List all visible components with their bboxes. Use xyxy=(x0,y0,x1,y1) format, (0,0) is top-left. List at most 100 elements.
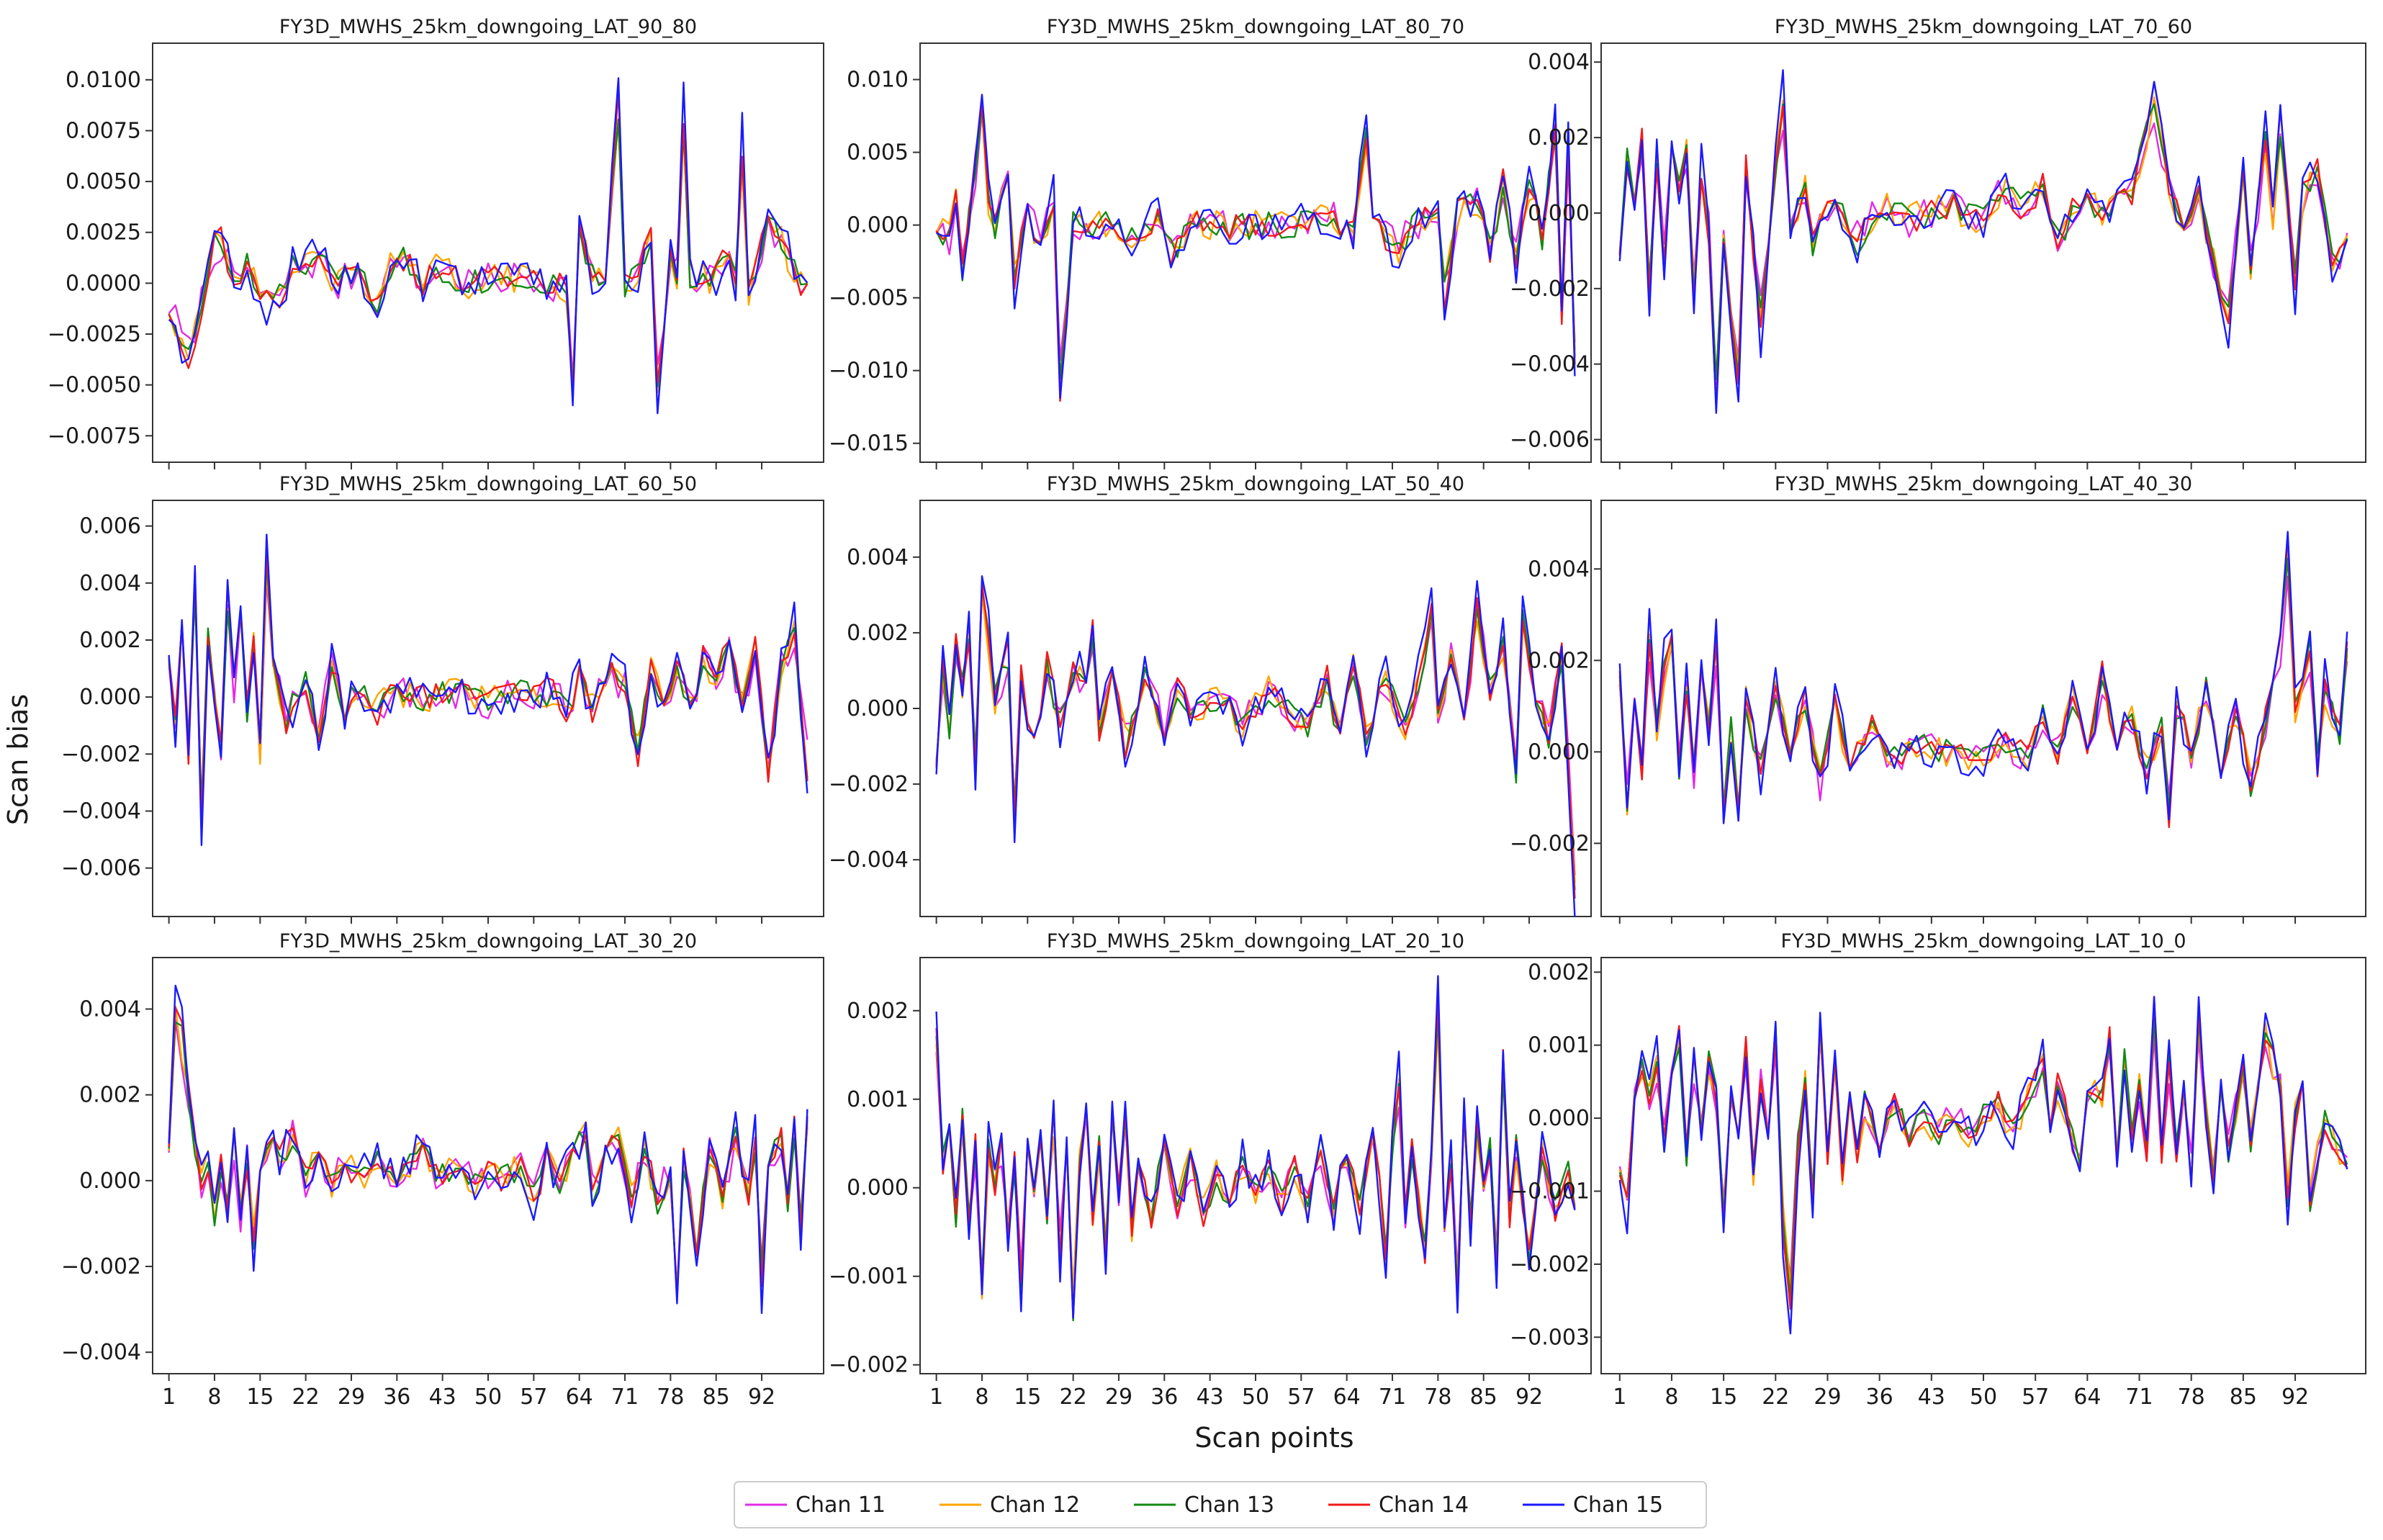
y-tick-label: 0.001 xyxy=(847,1087,909,1112)
panel-title: FY3D_MWHS_25km_downgoing_LAT_50_40 xyxy=(1047,473,1464,495)
y-tick-label: 0.000 xyxy=(1528,201,1590,226)
plot-frame xyxy=(152,42,824,463)
y-tick-label: 0.002 xyxy=(847,999,909,1024)
x-tick-label: 57 xyxy=(1287,1384,1315,1410)
x-tick-label: 43 xyxy=(1918,1384,1945,1410)
y-tick-label: 0.000 xyxy=(1528,739,1590,765)
x-tick-label: 85 xyxy=(1470,1384,1497,1410)
series-line-chan-15 xyxy=(1618,69,2348,414)
panel-2: FY3D_MWHS_25km_downgoing_LAT_70_60 −0.006… xyxy=(1510,16,2366,469)
y-tick-label: −0.0025 xyxy=(48,322,141,347)
y-tick-label: −0.004 xyxy=(829,847,909,873)
x-tick-label: 85 xyxy=(2230,1384,2257,1410)
y-tick-label: 0.0000 xyxy=(66,271,141,296)
x-tick-label: 8 xyxy=(207,1384,221,1410)
y-tick-label: −0.001 xyxy=(829,1264,909,1289)
series-line-chan-15 xyxy=(1618,996,2348,1335)
y-tick-label: 0.002 xyxy=(79,628,141,653)
panel-title: FY3D_MWHS_25km_downgoing_LAT_90_80 xyxy=(279,16,697,38)
y-tick-label: 0.002 xyxy=(1528,125,1590,150)
panel-6: FY3D_MWHS_25km_downgoing_LAT_30_20 −0.004… xyxy=(61,930,824,1410)
plot-frame xyxy=(152,957,824,1374)
y-tick-label: 0.004 xyxy=(79,997,141,1022)
y-tick-label: 0.001 xyxy=(1528,1033,1590,1058)
y-axis-label: Scan bias xyxy=(2,694,34,825)
panel-4: FY3D_MWHS_25km_downgoing_LAT_50_40 −0.004… xyxy=(829,473,1592,924)
panel-title: FY3D_MWHS_25km_downgoing_LAT_30_20 xyxy=(279,930,697,953)
y-tick-label: −0.001 xyxy=(1510,1179,1590,1204)
legend-label-1: Chan 12 xyxy=(990,1492,1080,1518)
y-tick-label: 0.002 xyxy=(847,621,909,646)
y-tick-label: 0.004 xyxy=(1528,50,1590,75)
x-tick-label: 15 xyxy=(1710,1384,1737,1410)
legend-label-0: Chan 11 xyxy=(796,1492,886,1518)
legend-label-4: Chan 15 xyxy=(1573,1492,1663,1518)
y-tick-label: −0.002 xyxy=(1510,831,1590,856)
x-tick-label: 29 xyxy=(338,1384,365,1410)
x-tick-label: 71 xyxy=(1379,1384,1406,1410)
panel-0: FY3D_MWHS_25km_downgoing_LAT_90_80 −0.007… xyxy=(48,16,824,469)
legend-entry-2: Chan 13 xyxy=(1134,1492,1274,1518)
legend-entry-0: Chan 11 xyxy=(745,1492,886,1518)
y-tick-label: 0.000 xyxy=(79,1168,141,1194)
y-tick-label: 0.005 xyxy=(847,140,909,166)
x-tick-label: 57 xyxy=(2022,1384,2049,1410)
legend-entry-4: Chan 15 xyxy=(1523,1492,1663,1518)
legend: Chan 11 Chan 12 Chan 13 Chan 14 Chan 15 xyxy=(734,1481,1707,1528)
legend-label-2: Chan 13 xyxy=(1184,1492,1274,1518)
y-tick-label: 0.004 xyxy=(847,545,909,570)
y-tick-label: 0.000 xyxy=(847,1176,909,1201)
panel-1: FY3D_MWHS_25km_downgoing_LAT_80_70 −0.015… xyxy=(829,16,1592,469)
panel-title: FY3D_MWHS_25km_downgoing_LAT_40_30 xyxy=(1775,473,2192,495)
panel-title: FY3D_MWHS_25km_downgoing_LAT_80_70 xyxy=(1047,16,1464,38)
y-tick-label: −0.006 xyxy=(61,856,141,881)
plot-frame xyxy=(1600,500,2366,917)
x-tick-label: 78 xyxy=(657,1384,684,1410)
x-tick-label: 8 xyxy=(1665,1384,1678,1410)
x-tick-label: 22 xyxy=(1762,1384,1789,1410)
y-tick-label: −0.002 xyxy=(829,1353,909,1378)
x-tick-label: 36 xyxy=(1150,1384,1178,1410)
series-line-chan-15 xyxy=(936,94,1576,400)
x-tick-label: 15 xyxy=(1014,1384,1041,1410)
x-axis-label: Scan points xyxy=(1194,1422,1353,1454)
legend-frame xyxy=(734,1481,1707,1528)
x-tick-label: 92 xyxy=(748,1384,775,1410)
x-tick-label: 36 xyxy=(1866,1384,1893,1410)
y-tick-label: −0.005 xyxy=(829,286,909,311)
x-tick-label: 22 xyxy=(292,1384,320,1410)
x-tick-label: 36 xyxy=(383,1384,410,1410)
panel-5: FY3D_MWHS_25km_downgoing_LAT_40_30 −0.002… xyxy=(1510,473,2366,924)
series-line-chan-15 xyxy=(935,975,1576,1319)
y-tick-label: −0.006 xyxy=(1510,428,1590,453)
series-line-chan-15 xyxy=(168,984,808,1315)
x-tick-label: 71 xyxy=(611,1384,639,1410)
y-tick-label: 0.006 xyxy=(79,514,141,539)
y-tick-label: 0.004 xyxy=(1528,557,1590,582)
x-tick-label: 57 xyxy=(520,1384,547,1410)
x-tick-label: 8 xyxy=(975,1384,988,1410)
y-tick-label: 0.0050 xyxy=(66,169,141,194)
y-tick-label: 0.0075 xyxy=(66,118,141,143)
x-tick-label: 50 xyxy=(1242,1384,1269,1410)
panel-8: FY3D_MWHS_25km_downgoing_LAT_10_0 −0.003 −… xyxy=(1510,930,2366,1410)
x-tick-label: 71 xyxy=(2125,1384,2153,1410)
series-line-chan-15 xyxy=(168,533,808,847)
panels-layer: FY3D_MWHS_25km_downgoing_LAT_90_80 −0.007… xyxy=(48,16,2366,1410)
plot-frame xyxy=(1600,957,2366,1374)
y-tick-label: −0.010 xyxy=(829,359,909,384)
y-tick-label: 0.002 xyxy=(1528,960,1590,985)
y-tick-label: −0.002 xyxy=(829,772,909,797)
y-tick-label: 0.002 xyxy=(79,1083,141,1108)
x-tick-label: 92 xyxy=(2281,1384,2309,1410)
series-line-chan-11 xyxy=(935,110,1576,361)
y-tick-label: −0.002 xyxy=(1510,1252,1590,1277)
y-tick-label: 0.000 xyxy=(847,213,909,238)
legend-entry-3: Chan 14 xyxy=(1328,1492,1469,1518)
y-tick-label: 0.004 xyxy=(79,571,141,596)
x-tick-label: 1 xyxy=(1613,1384,1626,1410)
x-tick-label: 92 xyxy=(1515,1384,1543,1410)
series-line-chan-15 xyxy=(935,575,1576,917)
series-line-chan-15 xyxy=(1618,531,2348,824)
